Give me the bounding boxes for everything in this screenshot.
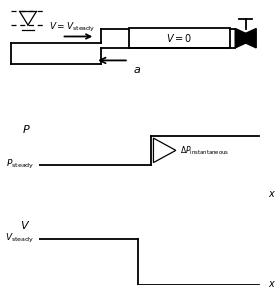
Text: $V$: $V$ [20, 219, 30, 231]
Text: $P_{\rm steady}$: $P_{\rm steady}$ [6, 158, 35, 171]
Text: $x$: $x$ [268, 279, 276, 289]
Text: $\Delta P_{\rm instantaneous}$: $\Delta P_{\rm instantaneous}$ [180, 144, 230, 157]
Text: $V=0$: $V=0$ [166, 32, 192, 44]
Polygon shape [235, 28, 256, 48]
Text: $a$: $a$ [133, 65, 141, 75]
Text: $x$: $x$ [268, 189, 276, 199]
Text: $V=V_{\rm steady}$: $V=V_{\rm steady}$ [49, 20, 95, 34]
Bar [129, 28, 230, 48]
Text: $P$: $P$ [22, 123, 30, 135]
Text: $V_{\rm steady}$: $V_{\rm steady}$ [6, 232, 35, 245]
Polygon shape [235, 28, 256, 48]
